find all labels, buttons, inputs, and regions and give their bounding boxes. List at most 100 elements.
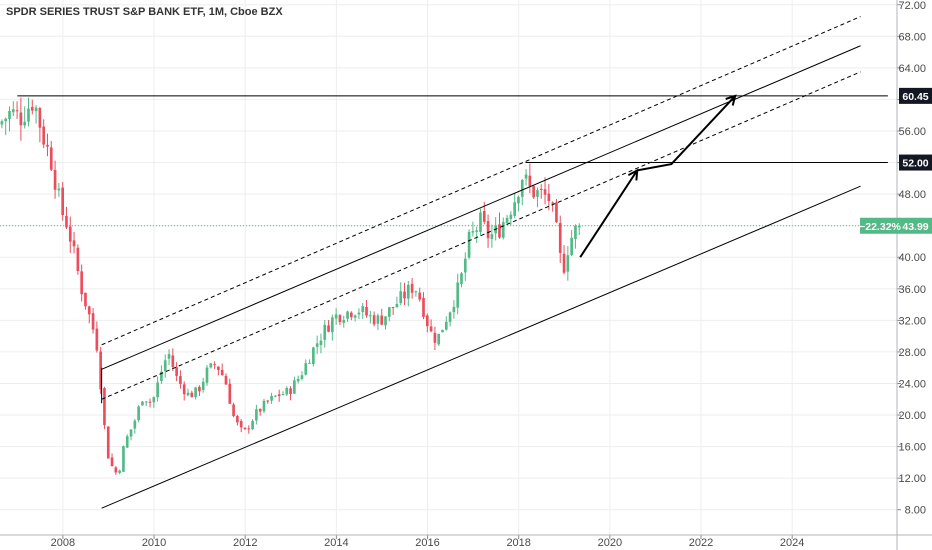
candle-body [49, 147, 53, 170]
candle [384, 316, 387, 330]
time-tick-label: 2014 [324, 537, 348, 549]
candle [61, 181, 65, 221]
candle [406, 281, 410, 307]
change-badge-bg [860, 217, 900, 234]
candle-body [239, 420, 243, 428]
candle-body [418, 292, 422, 300]
candle [293, 376, 296, 395]
candle-body [15, 110, 19, 112]
candle [0, 119, 4, 129]
candle [144, 401, 148, 406]
time-tick-label: 2010 [142, 537, 166, 549]
candle [91, 308, 95, 334]
candle [11, 101, 15, 117]
candle [376, 313, 380, 331]
candle-body [486, 221, 490, 239]
candle [433, 326, 437, 350]
candle [312, 346, 315, 367]
candle-body [118, 470, 121, 473]
change-badge: −22.32% [859, 221, 901, 233]
candle [205, 365, 209, 386]
candle [395, 296, 399, 308]
candle [76, 244, 80, 275]
candle-body [414, 291, 418, 293]
candle-body [293, 380, 296, 394]
candle [148, 398, 152, 408]
candle-body [429, 326, 433, 332]
candle-body [289, 388, 292, 395]
candle [308, 359, 311, 364]
candle-body [228, 383, 232, 404]
candle-body [410, 283, 414, 293]
candle [224, 373, 228, 385]
candle [558, 215, 562, 264]
candle [118, 469, 121, 475]
candle-body [524, 174, 528, 179]
candle [137, 405, 140, 423]
candle-body [357, 312, 361, 315]
candle [201, 377, 205, 393]
candle-body [76, 247, 80, 271]
candle-body [338, 315, 342, 323]
candle [490, 224, 494, 248]
candle [68, 216, 72, 253]
candle [171, 348, 175, 371]
candle [247, 425, 251, 434]
candle [391, 306, 395, 316]
candle-body [72, 240, 76, 247]
candle-body [144, 401, 148, 403]
candle [555, 199, 558, 223]
candle-body [369, 315, 372, 317]
candle [536, 187, 539, 208]
channel-dashed-line [101, 71, 861, 400]
level-badge-high: 60.45 [902, 91, 928, 103]
candle-body [520, 180, 524, 197]
price-tick-label: 40.00 [898, 252, 926, 264]
price-tick-label: 32.00 [898, 315, 926, 327]
candle-body [285, 387, 289, 395]
candle-body [387, 307, 391, 317]
candle-body [247, 428, 251, 430]
candle [475, 226, 479, 244]
candle [243, 427, 247, 431]
candle-body [551, 202, 554, 204]
candle-body [509, 214, 513, 219]
candle [323, 319, 327, 348]
level-badge-mid: 52.00 [902, 158, 928, 170]
candle-body [334, 314, 338, 319]
candle-body [562, 253, 566, 273]
candle [72, 232, 76, 254]
candle [198, 385, 201, 397]
candle [482, 201, 486, 225]
candle-body [11, 109, 15, 113]
candle-body [490, 234, 494, 239]
candle [574, 224, 577, 249]
candle [262, 398, 266, 414]
candle-body [53, 169, 57, 190]
candle-body [528, 175, 532, 187]
candle [342, 315, 346, 328]
time-tick-label: 2022 [689, 537, 713, 549]
candle [338, 314, 342, 326]
candle [122, 445, 125, 472]
candle-body [266, 400, 270, 402]
candle [84, 292, 87, 310]
candle [4, 117, 8, 136]
candle-body [342, 320, 346, 323]
candle [361, 302, 365, 319]
candle [418, 287, 422, 302]
candle [106, 426, 110, 459]
candle [539, 184, 543, 199]
candle [19, 97, 23, 141]
candle-body [319, 340, 323, 345]
candle-body [361, 306, 365, 313]
candle-body [566, 255, 570, 272]
candle [304, 359, 308, 376]
candle-body [99, 351, 102, 390]
candle [532, 185, 535, 199]
candle-body [201, 381, 205, 390]
candle [251, 419, 254, 431]
candle-body [8, 110, 11, 119]
candle [15, 101, 19, 119]
candle [369, 311, 372, 324]
